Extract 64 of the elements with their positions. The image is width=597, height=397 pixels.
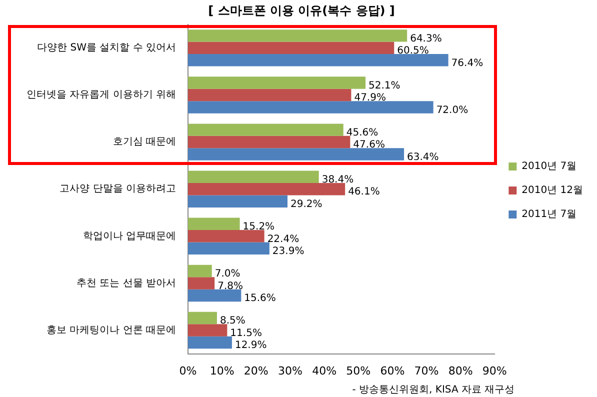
data-label: 15.2% (242, 222, 275, 233)
data-label: 47.6% (353, 140, 385, 151)
y-tick-label: 추천 또는 선물 받아서 (76, 278, 176, 289)
data-label: 11.5% (230, 328, 262, 339)
bar (188, 289, 242, 302)
x-tick-label: 50% (346, 364, 371, 378)
bar (188, 170, 319, 183)
data-label: 47.9% (354, 92, 386, 104)
y-tick-label: 고사양 단말을 이용하려고 (60, 184, 176, 195)
bar (188, 101, 434, 114)
bar (188, 124, 344, 136)
x-tick-label: 80% (448, 364, 473, 378)
x-tick-label: 0% (179, 364, 197, 378)
x-tick-label: 20% (244, 364, 268, 378)
x-tick-label: 30% (278, 364, 302, 378)
data-label: 7.8% (218, 280, 243, 292)
data-label: 60.5% (397, 46, 429, 57)
data-label: 72.0% (436, 104, 468, 116)
x-tick-label: 10% (210, 364, 234, 378)
bar (188, 88, 352, 102)
bar (188, 195, 288, 208)
bar (188, 312, 217, 324)
y-tick-label: 다양한 SW를 설치할 수 있어서 (37, 42, 176, 54)
bar (188, 42, 394, 54)
data-label: 8.5% (220, 316, 246, 327)
y-tick-label: 인터넷을 자유롭게 이용하기 위해 (26, 90, 176, 101)
bar (188, 148, 404, 160)
legend-label: 2010년 7월 (522, 161, 577, 172)
x-tick-label: 40% (312, 364, 337, 378)
bar (188, 230, 264, 242)
data-label: 45.6% (346, 127, 378, 138)
data-label: 22.4% (267, 234, 300, 245)
data-label: 46.1% (348, 186, 380, 198)
data-label: 23.9% (272, 246, 304, 257)
data-label: 76.4% (451, 58, 484, 69)
x-tick-label: 60% (380, 364, 405, 378)
bar (188, 182, 346, 196)
bar (188, 242, 270, 255)
data-label: 38.4% (322, 174, 354, 186)
x-tick-label: 90% (482, 364, 507, 378)
data-label: 15.6% (244, 293, 276, 304)
data-label: 52.1% (368, 80, 400, 92)
bar (188, 324, 228, 336)
bar (188, 76, 366, 89)
legend-label: 2010년 12월 (522, 185, 584, 196)
y-tick-label: 호기심 때문에 (112, 136, 176, 148)
legend-label: 2011년 7월 (522, 209, 577, 220)
data-label: 63.4% (407, 152, 439, 163)
chart-title: [ 스마트폰 이용 이유(복수 응답) ] (208, 3, 395, 18)
text: - 방송통신위원회, KISA 자료 재구성 (352, 384, 515, 396)
y-tick-label: 학업이나 업무때문에 (82, 230, 176, 242)
bar (188, 136, 350, 148)
bar (188, 277, 215, 290)
bar (188, 218, 240, 230)
bar (188, 264, 212, 278)
bar (188, 30, 408, 42)
bar (188, 336, 232, 349)
data-label: 64.3% (410, 33, 442, 44)
y-tick-label: 홍보 마케팅이나 언론 때문에 (46, 324, 176, 336)
data-label: 7.0% (214, 268, 240, 280)
x-tick-label: 70% (414, 364, 439, 378)
bar (188, 54, 448, 66)
data-label: 12.9% (234, 340, 267, 352)
data-label: 29.2% (290, 198, 322, 210)
